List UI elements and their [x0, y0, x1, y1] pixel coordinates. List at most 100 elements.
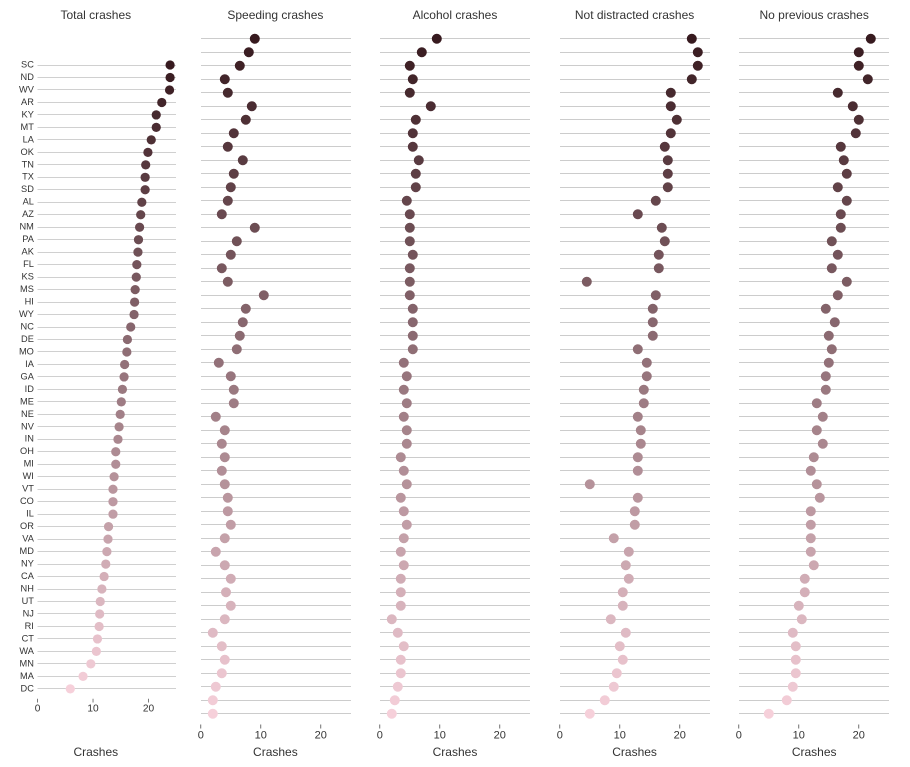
x-axis-label: Crashes	[547, 745, 723, 759]
data-point	[666, 88, 676, 98]
data-point	[108, 485, 117, 494]
svg-text:20: 20	[673, 730, 685, 742]
state-label: MO	[19, 346, 34, 356]
data-point	[141, 160, 150, 169]
data-point	[821, 385, 831, 395]
data-point	[399, 533, 409, 543]
data-point	[830, 317, 840, 327]
chart-grid: Total crashesSCNDWVARKYMTLAOKTNTXSDALAZN…	[8, 8, 902, 759]
data-point	[393, 628, 403, 638]
data-point	[630, 506, 640, 516]
data-point	[791, 655, 801, 665]
data-point	[225, 520, 235, 530]
data-point	[794, 601, 804, 611]
panel-svg: 01020	[726, 26, 902, 745]
state-label: MI	[24, 459, 34, 469]
data-point	[402, 398, 412, 408]
data-point	[405, 277, 415, 287]
svg-text:0: 0	[35, 704, 41, 715]
data-point	[833, 290, 843, 300]
data-point	[102, 547, 111, 556]
svg-text:20: 20	[494, 730, 506, 742]
data-point	[387, 709, 397, 719]
data-point	[396, 655, 406, 665]
data-point	[833, 182, 843, 192]
data-point	[219, 655, 229, 665]
data-point	[396, 587, 406, 597]
data-point	[405, 61, 415, 71]
state-label: CA	[21, 571, 35, 581]
data-point	[93, 634, 102, 643]
data-point	[396, 547, 406, 557]
data-point	[788, 628, 798, 638]
data-point	[228, 169, 238, 179]
x-axis-label: Crashes	[726, 745, 902, 759]
data-point	[210, 682, 220, 692]
data-point	[86, 659, 95, 668]
data-point	[666, 101, 676, 111]
data-point	[165, 73, 174, 82]
state-label: VT	[22, 484, 34, 494]
data-point	[630, 520, 640, 530]
data-point	[851, 128, 861, 138]
data-point	[833, 250, 843, 260]
data-point	[207, 695, 217, 705]
state-label: AK	[22, 247, 35, 257]
data-point	[633, 493, 643, 503]
data-point	[141, 173, 150, 182]
data-point	[836, 223, 846, 233]
data-point	[836, 209, 846, 219]
data-point	[827, 236, 837, 246]
data-point	[821, 304, 831, 314]
data-point	[657, 223, 667, 233]
data-point	[405, 236, 415, 246]
data-point	[809, 452, 819, 462]
data-point	[408, 317, 418, 327]
data-point	[219, 614, 229, 624]
data-point	[672, 115, 682, 125]
data-point	[612, 668, 622, 678]
state-label: DC	[21, 683, 35, 693]
data-point	[66, 684, 75, 693]
data-point	[609, 533, 619, 543]
panel-svg: 01020	[547, 26, 723, 745]
data-point	[129, 310, 138, 319]
data-point	[213, 358, 223, 368]
data-point	[854, 61, 864, 71]
data-point	[651, 290, 661, 300]
data-point	[97, 584, 106, 593]
state-label: GA	[21, 371, 35, 381]
data-point	[854, 47, 864, 57]
data-point	[426, 101, 436, 111]
state-label: OR	[20, 521, 34, 531]
data-point	[788, 682, 798, 692]
data-point	[396, 574, 406, 584]
x-axis-label: Crashes	[8, 745, 184, 759]
data-point	[405, 223, 415, 233]
data-point	[633, 452, 643, 462]
panel-0: Total crashesSCNDWVARKYMTLAOKTNTXSDALAZN…	[8, 8, 184, 759]
data-point	[222, 196, 232, 206]
data-point	[165, 85, 174, 94]
data-point	[800, 587, 810, 597]
data-point	[222, 493, 232, 503]
data-point	[633, 466, 643, 476]
data-point	[228, 128, 238, 138]
data-point	[225, 182, 235, 192]
state-label: NC	[21, 321, 35, 331]
data-point	[123, 335, 132, 344]
data-point	[806, 506, 816, 516]
svg-text:0: 0	[197, 730, 203, 742]
data-point	[246, 101, 256, 111]
state-label: KS	[22, 272, 34, 282]
data-point	[633, 209, 643, 219]
data-point	[114, 422, 123, 431]
data-point	[408, 344, 418, 354]
data-point	[402, 425, 412, 435]
data-point	[157, 98, 166, 107]
data-point	[621, 560, 631, 570]
data-point	[130, 297, 139, 306]
data-point	[108, 510, 117, 519]
data-point	[399, 560, 409, 570]
x-axis-label: Crashes	[367, 745, 543, 759]
